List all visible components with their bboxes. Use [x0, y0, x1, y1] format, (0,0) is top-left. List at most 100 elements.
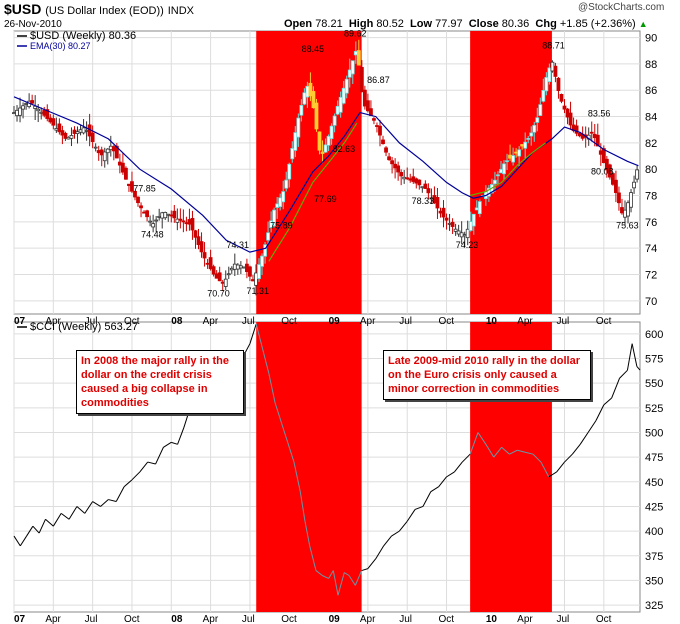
price-point-label: 88.71 — [542, 41, 565, 51]
price-candle — [577, 133, 582, 137]
cci-line-segment — [517, 449, 526, 453]
price-candle — [465, 228, 470, 239]
price-candle — [607, 164, 612, 178]
price-candle — [63, 132, 68, 139]
price-candle — [317, 131, 322, 151]
cci-line-segment — [262, 348, 270, 374]
price-candle — [323, 144, 328, 153]
price-point-label: 75.63 — [616, 220, 639, 230]
close-value: 80.36 — [501, 18, 530, 30]
price-candle — [544, 77, 549, 92]
cci-line-segment — [163, 441, 172, 448]
x-tick-label: Jul — [242, 614, 255, 624]
cci-line-segment — [361, 568, 369, 572]
price-candle — [559, 94, 564, 102]
cci-line-segment — [274, 402, 282, 423]
price-candle — [139, 205, 143, 209]
x-tick-label: Apr — [360, 316, 376, 327]
y-tick-label: 82 — [645, 138, 657, 150]
price-candle — [30, 100, 35, 104]
price-point-label: 74.23 — [456, 240, 479, 250]
price-candle — [90, 132, 95, 142]
x-tick-label: Oct — [596, 614, 612, 624]
price-candle — [214, 273, 219, 279]
price-candle — [592, 133, 597, 139]
price-candle — [378, 125, 382, 136]
price-candle — [496, 174, 500, 177]
x-tick-label: 09 — [329, 614, 341, 624]
cci-line-segment — [611, 378, 621, 399]
y-tick-label: 600 — [645, 329, 663, 341]
price-candle — [260, 255, 264, 267]
cci-line-segment — [92, 501, 101, 507]
cci-line-segment — [249, 323, 257, 344]
price-candle — [541, 90, 546, 102]
cci-line-segment — [636, 366, 641, 371]
price-candle — [529, 132, 534, 137]
price-candle — [441, 207, 446, 218]
price-point-label: 88.45 — [302, 44, 325, 54]
x-tick-label: 10 — [486, 316, 498, 327]
price-candle — [290, 148, 295, 160]
price-candle — [148, 220, 153, 223]
price-candle — [375, 125, 379, 127]
low-value: 77.97 — [435, 18, 463, 30]
price-candle — [184, 222, 189, 225]
price-candle — [326, 135, 331, 146]
price-labels: 77.85 74.48 70.70 74.31 71.31 75.89 88.45 82.63… — [133, 29, 638, 299]
price-candle — [287, 163, 292, 180]
x-tick-label: 10 — [486, 614, 498, 624]
price-candle — [51, 118, 56, 126]
cci-line-segment — [344, 572, 350, 576]
price-candle — [172, 210, 177, 219]
price-point-label: 86.87 — [367, 75, 390, 85]
price-candle — [511, 155, 515, 163]
price-candle — [338, 96, 343, 113]
price-candle — [550, 61, 555, 72]
cci-line-segment — [131, 471, 141, 481]
price-candle — [341, 87, 346, 104]
price-candle — [223, 278, 228, 287]
x-tick-label: Oct — [281, 614, 297, 624]
cci-line-segment — [571, 444, 581, 455]
cci-line-segment — [115, 486, 125, 502]
price-candle — [220, 281, 225, 284]
price-candle — [477, 201, 482, 215]
price-candle — [105, 148, 110, 154]
price-candle — [190, 217, 195, 231]
high-value: 80.52 — [376, 18, 404, 30]
cci-line-segment — [322, 575, 329, 579]
price-candle — [411, 176, 416, 182]
cci-line-segment — [375, 545, 385, 559]
price-candle — [390, 160, 394, 165]
price-candle — [181, 220, 186, 223]
price-candle — [320, 151, 325, 154]
cci-line-segment — [38, 519, 46, 534]
cci-y-axis: 325 350 375 400 425 450 475 500 525 550 575 600 — [645, 329, 663, 612]
price-candle — [556, 77, 561, 91]
price-candle — [60, 130, 65, 136]
price-candle — [187, 219, 192, 225]
cci-line-segment — [579, 432, 589, 445]
symbol: $USD — [4, 1, 42, 17]
cci-line-segment — [469, 432, 479, 455]
up-arrow-icon: ▲ — [638, 19, 648, 29]
cci-line-segment — [287, 442, 295, 463]
price-candle — [523, 141, 528, 149]
cci-line-segment — [446, 471, 455, 478]
cci-line-segment — [19, 535, 28, 547]
price-candle — [275, 203, 280, 208]
y-tick-label: 475 — [645, 452, 663, 464]
price-candle — [517, 149, 522, 157]
price-candle — [293, 132, 298, 151]
cci-legend: $CCI (Weekly) 563.27 — [17, 321, 138, 333]
price-point-label: 89.62 — [344, 29, 367, 39]
price-candle — [175, 218, 180, 223]
price-candle — [245, 263, 249, 273]
cci-line-segment — [391, 530, 400, 537]
price-candle — [229, 267, 234, 271]
price-candle — [610, 173, 615, 185]
cci-line-segment — [509, 449, 518, 455]
y-tick-label: 78 — [645, 191, 657, 203]
price-x-axis: 07 Apr Jul Oct 08 Apr Jul Oct 09 Apr Jul Oct 10 Apr Ju… — [14, 316, 612, 327]
